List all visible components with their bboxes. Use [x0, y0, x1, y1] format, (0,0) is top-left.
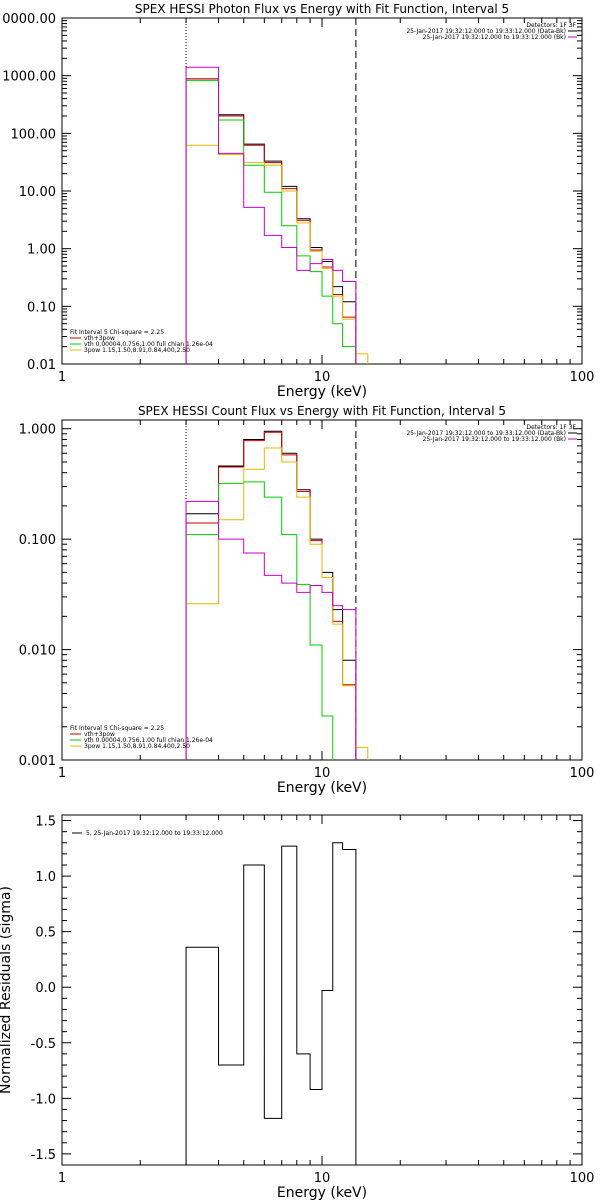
series-line [185, 144, 369, 364]
y-tick-label: 1.5 [35, 815, 56, 830]
legend-entry: Fit Interval 5 Chi-square = 2.25 [70, 725, 164, 732]
legend-top-left: 5, 25-Jan-2017 19:32:12.000 to 19:33:12.… [72, 830, 223, 837]
chart-panel-1: SPEX HESSI Photon Flux vs Energy with Fi… [2, 2, 594, 400]
y-tick-label: 100.00 [11, 127, 57, 142]
x-axis-ticks [61, 420, 571, 760]
legend-entry: vth+3pow [84, 731, 115, 738]
series-group [185, 842, 357, 1165]
plot-frame [61, 17, 583, 365]
y-tick-label: 0.100 [19, 533, 56, 548]
y-axis-label: Normalized Residuals (sigma) [0, 886, 14, 1094]
series-line [185, 66, 357, 364]
y-tick-label: 0.0 [35, 981, 56, 996]
x-tick-label: 10 [314, 370, 331, 385]
y-tick-label: 0.5 [35, 926, 56, 941]
chart-title: SPEX HESSI Count Flux vs Energy with Fit… [138, 404, 506, 418]
x-axis-label: Energy (keV) [277, 1185, 367, 1200]
x-tick-label: 100 [570, 370, 595, 385]
legend-entry: 5, 25-Jan-2017 19:32:12.000 to 19:33:12.… [86, 830, 223, 837]
y-axis-ticks [62, 20, 582, 365]
y-tick-label: -1.0 [31, 1092, 56, 1107]
legend-entry: 25-Jan-2017 19:32:12.000 to 19:33:12.000… [423, 34, 566, 41]
series-group [185, 66, 369, 364]
chart-panel-3: 1 10 100 Energy (keV) -1.5 -1.0 -0.5 0.0 0.5 1.0 1… [0, 814, 595, 1200]
y-tick-label: 0.10 [27, 300, 56, 315]
x-axis-ticks [61, 18, 571, 364]
legend-entry: 3pow 1.15,1.50,8.91,0.84,400,2.50 [84, 743, 190, 750]
y-tick-label: 1.0 [35, 870, 56, 885]
x-tick-label: 1 [58, 766, 66, 781]
x-tick-label: 1 [58, 1171, 66, 1186]
legend-entry: Fit Interval 5 Chi-square = 2.25 [70, 329, 164, 336]
series-line [185, 500, 357, 760]
x-tick-label: 100 [570, 766, 595, 781]
legend-entry: 3pow 1.15,1.50,8.91,0.84,400,2.50 [84, 347, 190, 354]
y-tick-label: -1.5 [31, 1148, 56, 1163]
legend-entry: Detectors: 1F 3F [526, 22, 576, 29]
legend-entry: vth+3pow [84, 335, 115, 342]
plot-frame [61, 814, 583, 1166]
y-tick-label: 10.00 [19, 185, 56, 200]
x-tick-label: 100 [570, 1171, 595, 1186]
y-tick-label: 0.01 [27, 358, 56, 373]
legend-entry: 25-Jan-2017 19:32:12.000 to 19:33:12.000… [423, 436, 566, 443]
y-tick-label: 1.000 [19, 423, 56, 438]
series-line [185, 481, 334, 760]
legend-bottom-left: Fit Interval 5 Chi-square = 2.25vth+3pow… [70, 329, 213, 354]
legend-entry: vth 0.00004,0.756,1.00 full chian 1.26e-… [84, 737, 213, 744]
x-tick-label: 1 [58, 370, 66, 385]
y-tick-label: 0000.00 [2, 12, 56, 27]
x-axis-label: Energy (keV) [277, 384, 367, 400]
legend-entry: 25-Jan-2017 19:32:12.000 to 19:33:12.000… [406, 430, 566, 437]
x-tick-label: 10 [314, 1171, 331, 1186]
series-line [185, 80, 357, 364]
y-tick-label: 0.010 [19, 644, 56, 659]
y-tick-label: 1000.00 [2, 70, 56, 85]
x-axis-label: Energy (keV) [277, 780, 367, 796]
chart-title: SPEX HESSI Photon Flux vs Energy with Fi… [135, 2, 509, 16]
legend-bottom-left: Fit Interval 5 Chi-square = 2.25vth+3pow… [70, 725, 213, 750]
legend-entry: Detectors: 1F 3F [526, 424, 576, 431]
y-tick-label: 1.00 [27, 243, 56, 258]
series-line [185, 447, 369, 760]
y-axis-ticks [62, 820, 582, 1155]
chart-panel-2: SPEX HESSI Count Flux vs Energy with Fit… [19, 404, 595, 796]
series-line [185, 842, 357, 1165]
legend-entry: 25-Jan-2017 19:32:12.000 to 19:33:12.000… [406, 28, 566, 35]
series-group [185, 430, 369, 760]
y-tick-label: 0.001 [19, 754, 56, 769]
legend-entry: vth 0.00004,0.756,1.00 full chian 1.26e-… [84, 341, 213, 348]
x-axis-ticks [61, 815, 571, 1165]
x-tick-label: 10 [314, 766, 331, 781]
y-axis-ticks [62, 428, 582, 761]
y-tick-label: -0.5 [31, 1037, 56, 1052]
